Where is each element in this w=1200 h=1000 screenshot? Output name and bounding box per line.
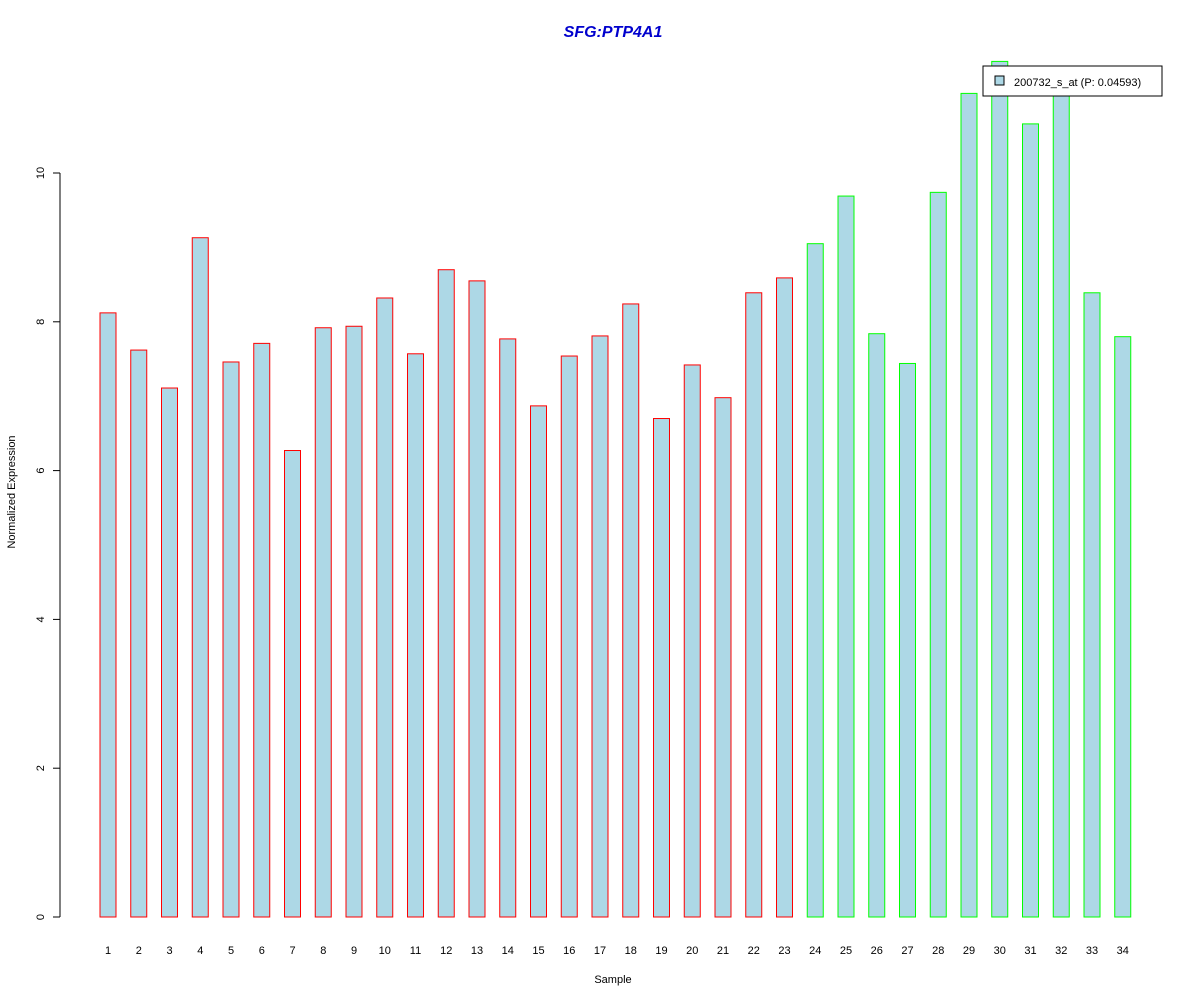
x-tick-label: 9 bbox=[351, 945, 357, 957]
x-tick-label: 20 bbox=[686, 945, 698, 957]
bar bbox=[806, 243, 824, 918]
x-tick-label: 7 bbox=[289, 945, 295, 957]
x-tick-label: 21 bbox=[717, 945, 729, 957]
bar bbox=[99, 312, 117, 918]
bars-group bbox=[99, 60, 1132, 918]
x-tick-label: 14 bbox=[502, 945, 514, 957]
bar bbox=[714, 397, 732, 918]
x-tick-label: 27 bbox=[901, 945, 913, 957]
y-tick-label: 4 bbox=[35, 616, 47, 622]
bar bbox=[991, 60, 1009, 918]
x-tick-label: 16 bbox=[563, 945, 575, 957]
y-axis: 0 2 4 6 8 10 bbox=[35, 167, 61, 920]
x-tick-label: 26 bbox=[871, 945, 883, 957]
bar bbox=[222, 361, 240, 918]
bar bbox=[899, 362, 916, 918]
bar bbox=[960, 92, 978, 918]
x-tick-label: 30 bbox=[994, 945, 1006, 957]
bar bbox=[591, 335, 609, 918]
bar bbox=[284, 450, 301, 918]
x-tick-label: 31 bbox=[1024, 945, 1036, 957]
y-tick-label: 0 bbox=[35, 914, 47, 920]
bar bbox=[437, 269, 455, 918]
bar bbox=[345, 325, 363, 918]
bar bbox=[929, 191, 947, 918]
bar bbox=[161, 387, 178, 918]
x-tick-label: 13 bbox=[471, 945, 483, 957]
bar bbox=[1052, 90, 1070, 918]
x-tick-label: 3 bbox=[166, 945, 172, 957]
x-tick-label: 8 bbox=[320, 945, 326, 957]
x-axis-label: Sample bbox=[594, 974, 631, 986]
bar bbox=[407, 353, 424, 918]
x-tick-label: 1 bbox=[105, 945, 111, 957]
x-tick-label: 29 bbox=[963, 945, 975, 957]
bar bbox=[468, 280, 486, 918]
x-tick-label: 19 bbox=[655, 945, 667, 957]
x-tick-label: 12 bbox=[440, 945, 452, 957]
x-tick-label: 17 bbox=[594, 945, 606, 957]
bar bbox=[130, 349, 148, 918]
bar bbox=[653, 418, 670, 918]
y-tick-label: 6 bbox=[35, 468, 47, 474]
x-tick-label: 6 bbox=[259, 945, 265, 957]
bar bbox=[868, 333, 886, 918]
x-tick-label: 15 bbox=[532, 945, 544, 957]
bar bbox=[376, 297, 394, 918]
x-tick-label: 2 bbox=[136, 945, 142, 957]
x-tick-label: 4 bbox=[197, 945, 203, 957]
bar bbox=[560, 355, 578, 918]
x-tick-label: 22 bbox=[748, 945, 760, 957]
bar bbox=[622, 303, 640, 918]
x-tick-label: 34 bbox=[1117, 945, 1129, 957]
x-tick-labels: 1 2 3 4 5 6 7 8 9 10 11 12 13 14 15 16 17 18 19 20 21 22 23 24 2… bbox=[105, 945, 1129, 957]
x-tick-label: 11 bbox=[410, 945, 421, 957]
bar bbox=[530, 405, 547, 918]
bar bbox=[1022, 123, 1039, 918]
y-axis-label: Normalized Expression bbox=[6, 435, 18, 548]
x-tick-label: 25 bbox=[840, 945, 852, 957]
bar bbox=[1083, 292, 1101, 918]
x-tick-label: 5 bbox=[228, 945, 234, 957]
bar bbox=[253, 342, 271, 918]
y-tick-label: 10 bbox=[35, 167, 47, 179]
bar bbox=[1114, 336, 1132, 918]
bar bbox=[683, 364, 701, 918]
bar bbox=[776, 277, 793, 918]
bar bbox=[837, 195, 855, 918]
y-tick-label: 8 bbox=[35, 319, 47, 325]
x-tick-label: 24 bbox=[809, 945, 821, 957]
bar bbox=[499, 338, 517, 918]
bar bbox=[314, 327, 332, 918]
x-tick-label: 23 bbox=[778, 945, 790, 957]
legend-label: 200732_s_at (P: 0.04593) bbox=[1014, 77, 1141, 89]
x-tick-label: 18 bbox=[625, 945, 637, 957]
y-tick-label: 2 bbox=[35, 765, 47, 771]
x-tick-label: 32 bbox=[1055, 945, 1067, 957]
x-tick-label: 28 bbox=[932, 945, 944, 957]
bar bbox=[745, 292, 763, 918]
legend: 200732_s_at (P: 0.04593) bbox=[982, 65, 1163, 97]
bar bbox=[191, 237, 209, 918]
legend-box bbox=[982, 65, 1163, 97]
chart-title: SFG:PTP4A1 bbox=[564, 24, 663, 41]
x-tick-label: 33 bbox=[1086, 945, 1098, 957]
legend-swatch bbox=[994, 75, 1005, 86]
x-tick-label: 10 bbox=[379, 945, 391, 957]
